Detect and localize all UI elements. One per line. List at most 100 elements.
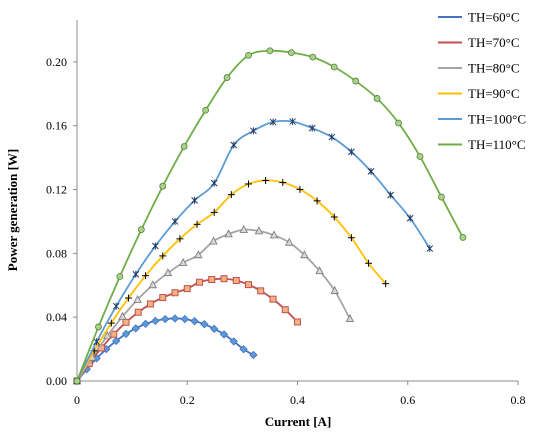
legend-label: TH=70°C: [468, 35, 520, 50]
y-tick-label: 0.04: [46, 310, 67, 324]
data-point: [142, 272, 150, 280]
data-point: [373, 95, 381, 102]
data-point: [269, 230, 279, 239]
data-point: [194, 250, 203, 259]
series-4: [73, 176, 390, 385]
data-point: [239, 345, 248, 354]
data-point: [262, 176, 270, 184]
y-tick-label: 0.20: [46, 55, 67, 69]
data-point: [210, 324, 219, 333]
data-point: [244, 281, 252, 289]
data-point: [281, 306, 289, 314]
legend-label: TH=110°C: [468, 137, 526, 152]
data-point: [287, 49, 295, 57]
x-tick-label: 0.8: [511, 393, 526, 407]
data-point: [330, 63, 338, 71]
data-point: [137, 226, 145, 233]
data-point: [210, 179, 218, 187]
data-point: [178, 258, 188, 267]
data-point: [227, 191, 235, 199]
data-point: [148, 280, 158, 289]
data-point: [159, 252, 167, 260]
y-tick-label: 0.12: [46, 183, 67, 197]
data-point: [116, 273, 124, 280]
data-point: [330, 285, 339, 294]
data-point: [209, 236, 218, 245]
data-point: [365, 259, 373, 267]
data-point: [202, 106, 210, 114]
legend-label: TH=60°C: [468, 10, 520, 25]
data-point: [180, 314, 189, 324]
data-point: [232, 276, 240, 284]
x-tick-label: 0.6: [400, 393, 415, 407]
data-point: [239, 224, 249, 233]
data-point: [352, 77, 360, 85]
data-point: [132, 270, 140, 278]
data-point: [103, 331, 112, 340]
data-point: [107, 319, 115, 327]
axes: [76, 20, 518, 382]
data-point: [266, 47, 274, 55]
data-point: [195, 278, 203, 286]
data-point: [230, 141, 238, 149]
data-point: [330, 213, 338, 221]
data-point: [257, 287, 265, 295]
data-point: [367, 167, 375, 175]
data-point: [250, 127, 257, 135]
data-point: [183, 285, 191, 293]
data-point: [387, 191, 394, 199]
data-point: [300, 250, 309, 259]
data-point: [190, 317, 199, 326]
data-point: [269, 295, 277, 303]
data-point: [180, 143, 188, 150]
legend: TH=60°C TH=70°C TH=80°C TH=90°C TH=100°C TH=1…: [438, 10, 526, 152]
legend-item: TH=100°C: [438, 112, 526, 127]
legend-label: TH=100°C: [468, 112, 526, 127]
data-point: [121, 329, 131, 339]
data-point: [296, 185, 304, 193]
data-point: [459, 234, 467, 241]
legend-item: TH=110°C: [438, 137, 526, 152]
series-line: [76, 277, 299, 382]
data-point: [131, 324, 140, 333]
data-point: [244, 180, 252, 188]
data-point: [313, 197, 321, 205]
data-point: [210, 208, 218, 216]
data-point: [269, 118, 277, 126]
data-point: [134, 308, 142, 316]
data-point: [163, 268, 173, 277]
data-point: [159, 182, 167, 190]
series-1: [72, 314, 258, 386]
data-point: [289, 118, 296, 126]
data-point: [220, 275, 228, 283]
data-point: [347, 234, 355, 242]
data-point: [245, 51, 252, 59]
series-group: [72, 47, 467, 386]
data-point: [219, 330, 229, 339]
data-point: [159, 294, 167, 302]
data-point: [95, 323, 102, 331]
legend-item: TH=80°C: [438, 61, 520, 76]
data-point: [382, 280, 390, 288]
data-point: [229, 337, 238, 346]
y-axis-title: Power generation [W]: [5, 149, 20, 272]
data-point: [124, 294, 132, 302]
data-point: [176, 235, 184, 243]
data-point: [146, 300, 154, 308]
data-point: [133, 294, 142, 303]
series-line: [76, 119, 431, 382]
y-tick-label: 0.08: [46, 246, 67, 260]
data-point: [254, 226, 264, 235]
data-point: [294, 318, 301, 326]
data-point: [171, 289, 179, 297]
series-6: [73, 47, 467, 385]
data-point: [161, 314, 170, 324]
data-point: [208, 276, 216, 284]
legend-label: TH=80°C: [468, 61, 520, 76]
data-point: [438, 193, 445, 201]
data-point: [348, 148, 355, 156]
data-point: [406, 214, 414, 222]
legend-item: TH=90°C: [438, 86, 520, 101]
